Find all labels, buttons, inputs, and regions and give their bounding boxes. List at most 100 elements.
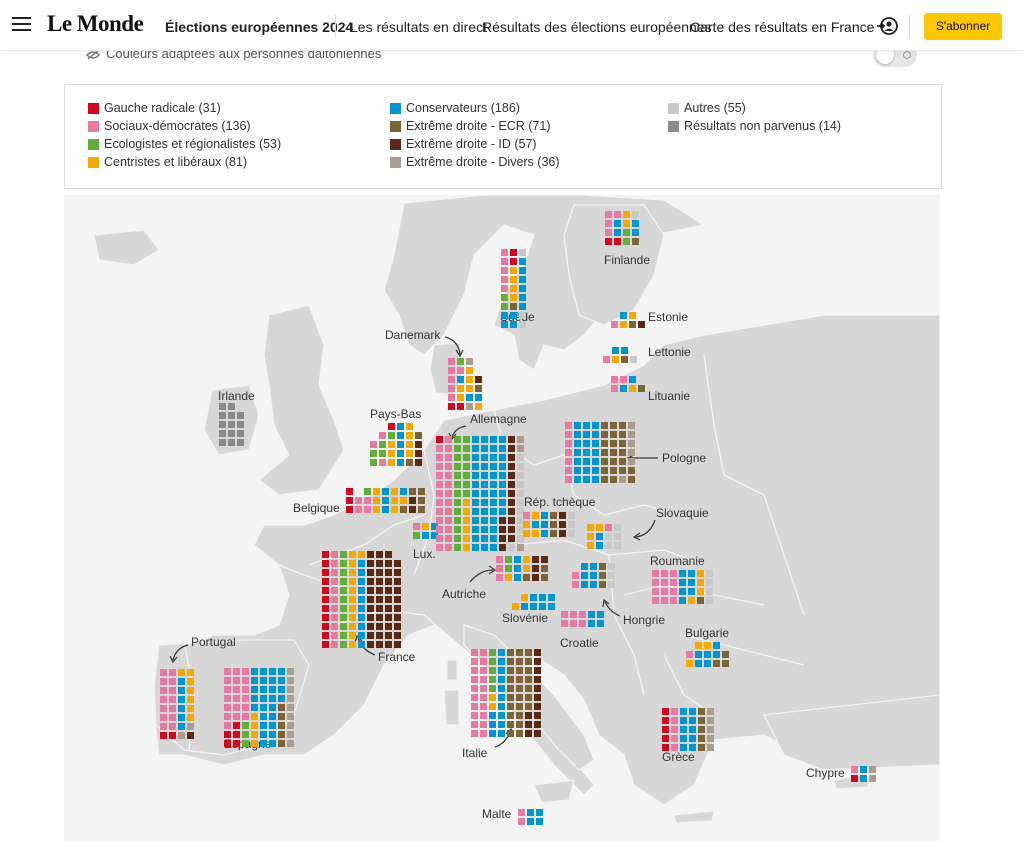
legend-label: Extrême droite - ECR (71) (406, 119, 551, 133)
seat-waffle-lettonie[interactable] (603, 347, 639, 365)
seat-square (233, 731, 240, 738)
seat-square (431, 523, 438, 530)
seat-square (466, 385, 473, 392)
seat-square (581, 563, 588, 570)
legend-item: Résultats non parvenus (14) (668, 119, 841, 133)
seat-waffle-danemark[interactable] (448, 358, 484, 412)
seat-waffle-croatie[interactable] (561, 611, 606, 629)
seat-waffle-suede[interactable] (501, 249, 528, 330)
seat-square (519, 276, 526, 283)
seat-waffle-belgique[interactable] (346, 488, 427, 515)
seat-waffle-slovenie[interactable] (512, 594, 557, 612)
seat-square (583, 476, 590, 483)
seat-square (498, 703, 505, 710)
seat-square (436, 472, 443, 479)
menu-icon[interactable] (12, 17, 31, 32)
seat-square (322, 551, 329, 558)
seat-square (561, 611, 568, 618)
seat-waffle-rep-tcheque[interactable] (523, 512, 577, 539)
seat-square (704, 660, 711, 667)
seat-square (237, 430, 244, 437)
seat-square (534, 730, 541, 737)
seat-square (679, 579, 686, 586)
nav-link-live-results[interactable]: Les résultats en direct (350, 19, 487, 35)
seat-waffle-espagne[interactable] (224, 668, 296, 749)
seat-square (422, 532, 429, 539)
country-label-estonie: Estonie (648, 310, 689, 324)
seat-square (629, 376, 636, 383)
seat-square (507, 712, 514, 719)
seat-square (661, 579, 668, 586)
seat-square (224, 731, 231, 738)
seat-waffle-allemagne[interactable] (436, 436, 526, 553)
seat-square (629, 385, 636, 392)
seat-square (169, 714, 176, 721)
site-logo[interactable]: Le Monde (47, 11, 144, 36)
seat-waffle-portugal[interactable] (160, 669, 196, 741)
seat-square (269, 677, 276, 684)
seat-square (391, 488, 398, 495)
seat-waffle-slovaquie[interactable] (587, 524, 623, 551)
seat-waffle-malte[interactable] (518, 809, 545, 827)
seat-square (178, 687, 185, 694)
seat-waffle-estonie[interactable] (611, 312, 647, 330)
seat-square (697, 570, 704, 577)
seat-square (445, 544, 452, 551)
seat-waffle-hongrie[interactable] (572, 563, 617, 590)
seat-square (415, 432, 422, 439)
seat-square (612, 347, 619, 354)
seat-square (517, 472, 524, 479)
seat-square (415, 450, 422, 457)
seat-square (224, 677, 231, 684)
seat-waffle-autriche[interactable] (496, 556, 550, 583)
seat-square (178, 669, 185, 676)
seat-waffle-france[interactable] (322, 551, 403, 650)
seat-waffle-chypre[interactable] (851, 766, 878, 784)
seat-square (605, 229, 612, 236)
seat-waffle-pays-bas[interactable] (370, 423, 424, 468)
seat-square (686, 660, 693, 667)
seat-square (331, 605, 338, 612)
seat-square (463, 436, 470, 443)
seat-waffle-roumanie[interactable] (652, 570, 715, 606)
nav-link-elections[interactable]: Élections européennes 2024 (165, 19, 354, 35)
seat-square (376, 578, 383, 585)
seat-square (605, 238, 612, 245)
seat-square (260, 740, 267, 747)
seat-waffle-lituanie[interactable] (611, 376, 647, 394)
nav-link-france-map[interactable]: Carte des résultats en France (690, 19, 875, 35)
seat-waffle-irlande[interactable] (219, 403, 246, 448)
seat-square (385, 641, 392, 648)
nav-link-european-results[interactable]: Résultats des élections européennes (482, 19, 712, 35)
account-icon[interactable] (876, 15, 898, 37)
seat-square (565, 476, 572, 483)
seat-square (481, 517, 488, 524)
seat-square (490, 454, 497, 461)
seat-square (219, 430, 226, 437)
country-label-allemagne: Allemagne (470, 412, 527, 426)
seat-waffle-grece[interactable] (662, 708, 716, 753)
seat-square (574, 467, 581, 474)
seat-square (523, 574, 530, 581)
seat-square (489, 712, 496, 719)
seat-square (498, 685, 505, 692)
seat-waffle-bulgarie[interactable] (686, 642, 731, 669)
seat-square (565, 458, 572, 465)
seat-waffle-pologne[interactable] (565, 422, 637, 485)
seat-square (508, 436, 515, 443)
seat-square (512, 603, 519, 610)
seat-square (508, 544, 515, 551)
seat-square (472, 508, 479, 515)
seat-square (397, 441, 404, 448)
seat-square (670, 597, 677, 604)
seat-square (527, 809, 534, 816)
seat-waffle-italie[interactable] (471, 649, 543, 739)
seat-waffle-finlande[interactable] (605, 211, 641, 247)
subscribe-button[interactable]: S'abonner (924, 13, 1002, 40)
seat-square (680, 744, 687, 751)
seat-square (376, 587, 383, 594)
seat-square (601, 431, 608, 438)
seat-waffle-luxembourg[interactable] (413, 523, 440, 541)
seat-square (251, 704, 258, 711)
seat-square (490, 499, 497, 506)
